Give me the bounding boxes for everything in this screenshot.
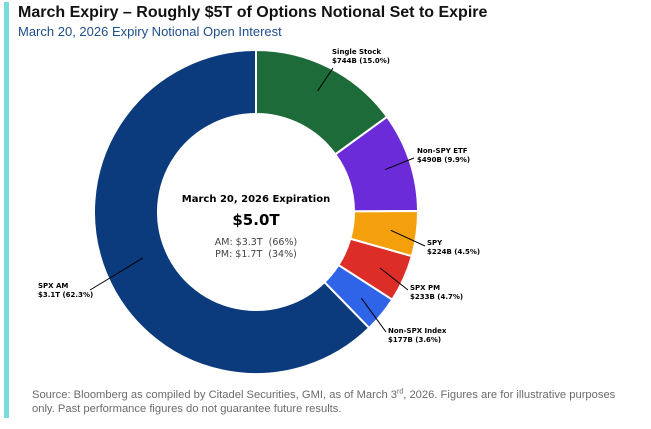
label-value-spx-pm: $233B (4.7%): [410, 293, 463, 301]
leader-line-non-spy-etf: [385, 157, 415, 171]
label-name-spx-pm: SPX PM: [410, 284, 440, 292]
label-name-non-spx-index: Non-SPX Index: [388, 327, 447, 335]
center-total: $5.0T: [232, 211, 280, 229]
leader-line-non-spx-index: [360, 297, 387, 333]
label-name-spy: SPY: [427, 239, 443, 247]
source-note: Source: Bloomberg as compiled by Citadel…: [32, 388, 632, 416]
center-title: March 20, 2026 Expiration: [182, 194, 330, 205]
source-text-start: Source: Bloomberg as compiled by Citadel…: [32, 389, 397, 401]
source-text-end: , 2026. Figures are for illustrative pur…: [32, 389, 616, 415]
chart-title: March Expiry – Roughly $5T of Options No…: [18, 4, 488, 21]
label-value-single-stock: $744B (15.0%): [332, 57, 390, 65]
slice-spx-am: [93, 48, 371, 375]
label-value-non-spx-index: $177B (3.6%): [388, 336, 441, 344]
label-value-non-spy-etf: $490B (9.9%): [417, 156, 470, 164]
label-value-spy: $224B (4.5%): [427, 248, 480, 256]
leader-line-spx-pm: [379, 267, 409, 291]
leader-line-single-stock: [317, 67, 334, 92]
center-pm-line: PM: $1.7T (34%): [215, 249, 297, 260]
label-name-single-stock: Single Stock: [332, 48, 381, 56]
label-value-spx-am: $3.1T (62.3%): [38, 291, 93, 299]
source-superscript: rd: [397, 388, 404, 396]
leader-line-spy: [390, 229, 426, 247]
center-am-line: AM: $3.3T (66%): [215, 237, 297, 248]
label-name-spx-am: SPX AM: [38, 282, 68, 290]
label-name-non-spy-etf: Non-SPY ETF: [417, 147, 468, 155]
leader-line-spx-am: [89, 257, 144, 291]
accent-bar: [4, 2, 9, 418]
chart-subtitle: March 20, 2026 Expiry Notional Open Inte…: [18, 24, 282, 39]
